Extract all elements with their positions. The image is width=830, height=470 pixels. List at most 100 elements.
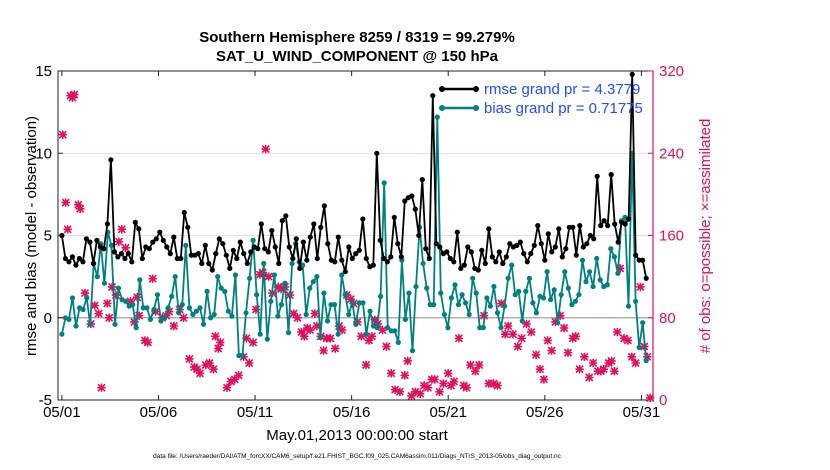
bias-point bbox=[101, 280, 107, 286]
bias-point bbox=[208, 315, 214, 321]
bias-point bbox=[526, 275, 533, 281]
obs-count-marker bbox=[493, 381, 502, 390]
obs-count-marker-dot bbox=[495, 383, 500, 388]
bias-point bbox=[257, 331, 263, 337]
obs-count-marker-dot bbox=[105, 301, 110, 306]
obs-count-marker-dot bbox=[295, 315, 300, 320]
rmse-point bbox=[129, 259, 135, 265]
rmse-point bbox=[227, 265, 233, 271]
rmse-point bbox=[104, 221, 110, 227]
obs-count-marker-dot bbox=[573, 334, 578, 339]
obs-count-marker bbox=[484, 379, 493, 388]
bias-point bbox=[544, 269, 550, 275]
obs-count-marker bbox=[300, 332, 309, 341]
y2-tick-label: 320 bbox=[659, 63, 684, 80]
obs-count-marker bbox=[222, 383, 232, 392]
rmse-point bbox=[629, 71, 635, 77]
bias-point bbox=[115, 285, 122, 291]
rmse-point bbox=[486, 226, 492, 232]
obs-count-marker bbox=[205, 358, 214, 368]
rmse-point bbox=[164, 244, 170, 250]
rmse-point bbox=[360, 216, 366, 222]
bias-point bbox=[176, 310, 182, 316]
obs-count-marker bbox=[497, 299, 506, 308]
obs-count-marker-dot bbox=[425, 385, 431, 390]
obs-count-marker-dot bbox=[601, 367, 606, 372]
legend-bias-marker bbox=[439, 105, 445, 111]
bias-point bbox=[406, 290, 412, 296]
obs-count-marker bbox=[462, 383, 471, 392]
obs-count-marker-dot bbox=[541, 377, 547, 382]
obs-count-marker bbox=[403, 356, 412, 366]
obs-count-marker bbox=[599, 365, 608, 374]
rmse-point bbox=[241, 251, 247, 257]
rmse-point bbox=[444, 249, 450, 255]
rmse-point bbox=[507, 241, 513, 247]
obs-count-marker bbox=[114, 237, 124, 246]
obs-count-marker bbox=[337, 325, 347, 335]
bias-point bbox=[190, 311, 196, 318]
rmse-point bbox=[94, 237, 100, 243]
legend: rmse grand pr = 4.3779 bias grand pr = 0… bbox=[439, 81, 643, 117]
rmse-point bbox=[325, 241, 331, 247]
y-tick-label: 5 bbox=[44, 228, 52, 245]
left-y-axis: -5 0 5 10 15 bbox=[35, 63, 63, 409]
obs-count-marker bbox=[80, 288, 90, 298]
rmse-point bbox=[496, 249, 502, 255]
obs-count-marker bbox=[357, 332, 366, 341]
rmse-point bbox=[353, 251, 359, 257]
obs-count-marker-dot bbox=[609, 358, 614, 364]
obs-count-marker-dot bbox=[441, 381, 446, 386]
bias-point bbox=[130, 302, 136, 308]
bias-point bbox=[144, 305, 150, 311]
bias-point bbox=[374, 325, 380, 331]
obs-count-marker bbox=[444, 369, 453, 378]
rmse-point bbox=[118, 251, 124, 257]
bias-point bbox=[636, 344, 642, 350]
obs-count-marker bbox=[370, 315, 379, 324]
rmse-point bbox=[503, 254, 509, 260]
rmse-point bbox=[584, 241, 590, 247]
bias-point bbox=[112, 321, 118, 327]
y-tick-label: 10 bbox=[35, 145, 52, 162]
obs-count-marker-dot bbox=[505, 323, 511, 329]
obs-count-marker bbox=[610, 367, 619, 376]
bias-point bbox=[154, 292, 161, 298]
rmse-point bbox=[307, 234, 313, 240]
obs-count-marker-dot bbox=[561, 325, 567, 331]
obs-count-marker-dot bbox=[299, 329, 304, 335]
y2-axis-label: # of obs: o=possible; ×=assimilated bbox=[697, 119, 714, 354]
rmse-point bbox=[580, 244, 586, 250]
bias-point bbox=[339, 272, 345, 278]
obs-count-marker bbox=[382, 342, 391, 351]
obs-count-marker-dot bbox=[529, 329, 534, 335]
rmse-point bbox=[535, 223, 541, 229]
rmse-point bbox=[202, 242, 208, 248]
x-tick-label: 05/26 bbox=[526, 404, 564, 421]
obs-count-marker-dot bbox=[92, 303, 97, 308]
obs-count-marker-dot bbox=[515, 344, 520, 349]
bias-point bbox=[611, 254, 618, 260]
obs-count-marker bbox=[103, 299, 112, 308]
rmse-point bbox=[409, 193, 415, 199]
rmse-point bbox=[171, 234, 177, 240]
bias-point bbox=[137, 277, 143, 283]
obs-count-marker-dot bbox=[437, 389, 442, 394]
rmse-point bbox=[626, 216, 632, 222]
rmse-point bbox=[132, 219, 138, 225]
bias-point bbox=[533, 310, 540, 316]
rmse-point bbox=[381, 255, 387, 262]
bias-point bbox=[413, 283, 419, 290]
rmse-point bbox=[643, 275, 649, 281]
bias-point bbox=[448, 295, 454, 301]
x-tick-label: 05/31 bbox=[623, 404, 661, 421]
bias-line bbox=[61, 116, 648, 361]
rmse-point bbox=[244, 260, 250, 267]
bias-point bbox=[162, 315, 168, 321]
bias-point bbox=[512, 292, 518, 298]
rmse-point bbox=[293, 236, 299, 242]
rmse-point bbox=[447, 255, 453, 262]
obs-count-markers bbox=[58, 90, 655, 403]
bias-point bbox=[487, 303, 493, 309]
obs-count-marker-dot bbox=[307, 327, 313, 333]
